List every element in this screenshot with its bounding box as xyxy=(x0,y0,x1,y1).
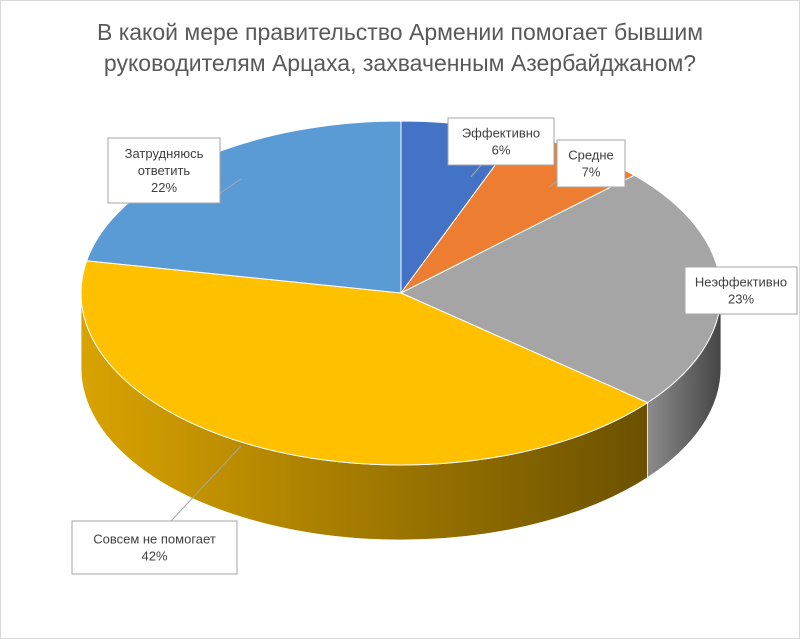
data-label-2: Средне 7% xyxy=(556,139,626,188)
data-label-box-1 xyxy=(447,117,555,166)
data-label-box-4 xyxy=(71,520,238,575)
data-label-1: Эффективно 6% xyxy=(447,117,555,166)
data-label-3: Неэффективно 23% xyxy=(684,266,798,315)
data-label-box-3 xyxy=(684,266,798,315)
data-label-5-line-1: Затрудняюсь xyxy=(125,146,204,161)
data-labels: Эффективно 6% Средне 7% Неэффективно 23% Совсе… xyxy=(71,117,798,575)
chart-title-line-1: В какой мере правительство Армении помог… xyxy=(96,19,704,45)
data-label-box-2 xyxy=(556,139,626,188)
data-label-2-line-2: 7% xyxy=(582,165,601,180)
data-label-box-5 xyxy=(107,137,221,204)
chart-title-line-2: руководителям Арцаха, захваченным Азерба… xyxy=(103,50,697,76)
leader-line-2 xyxy=(548,180,558,188)
data-label-5: Затрудняюсь ответить 22% xyxy=(107,137,221,204)
data-label-2-line-1: Средне xyxy=(568,148,614,163)
leader-line-1 xyxy=(470,164,482,178)
data-label-3-line-2: 23% xyxy=(728,292,754,307)
leader-line-4 xyxy=(170,445,242,522)
data-label-3-line-1: Неэффективно xyxy=(695,275,787,290)
data-label-1-line-1: Эффективно xyxy=(462,126,540,141)
data-label-5-line-3: 22% xyxy=(151,180,177,195)
data-label-5-line-2: ответить xyxy=(138,163,191,178)
data-label-4-line-2: 42% xyxy=(141,549,167,564)
data-label-1-line-2: 6% xyxy=(492,143,511,158)
chart-title: В какой мере правительство Армении помог… xyxy=(1,17,799,79)
data-label-4-line-1: Совсем не помогает xyxy=(93,532,216,547)
data-label-4: Совсем не помогает 42% xyxy=(71,520,238,575)
pie-slice-4 xyxy=(80,260,649,466)
